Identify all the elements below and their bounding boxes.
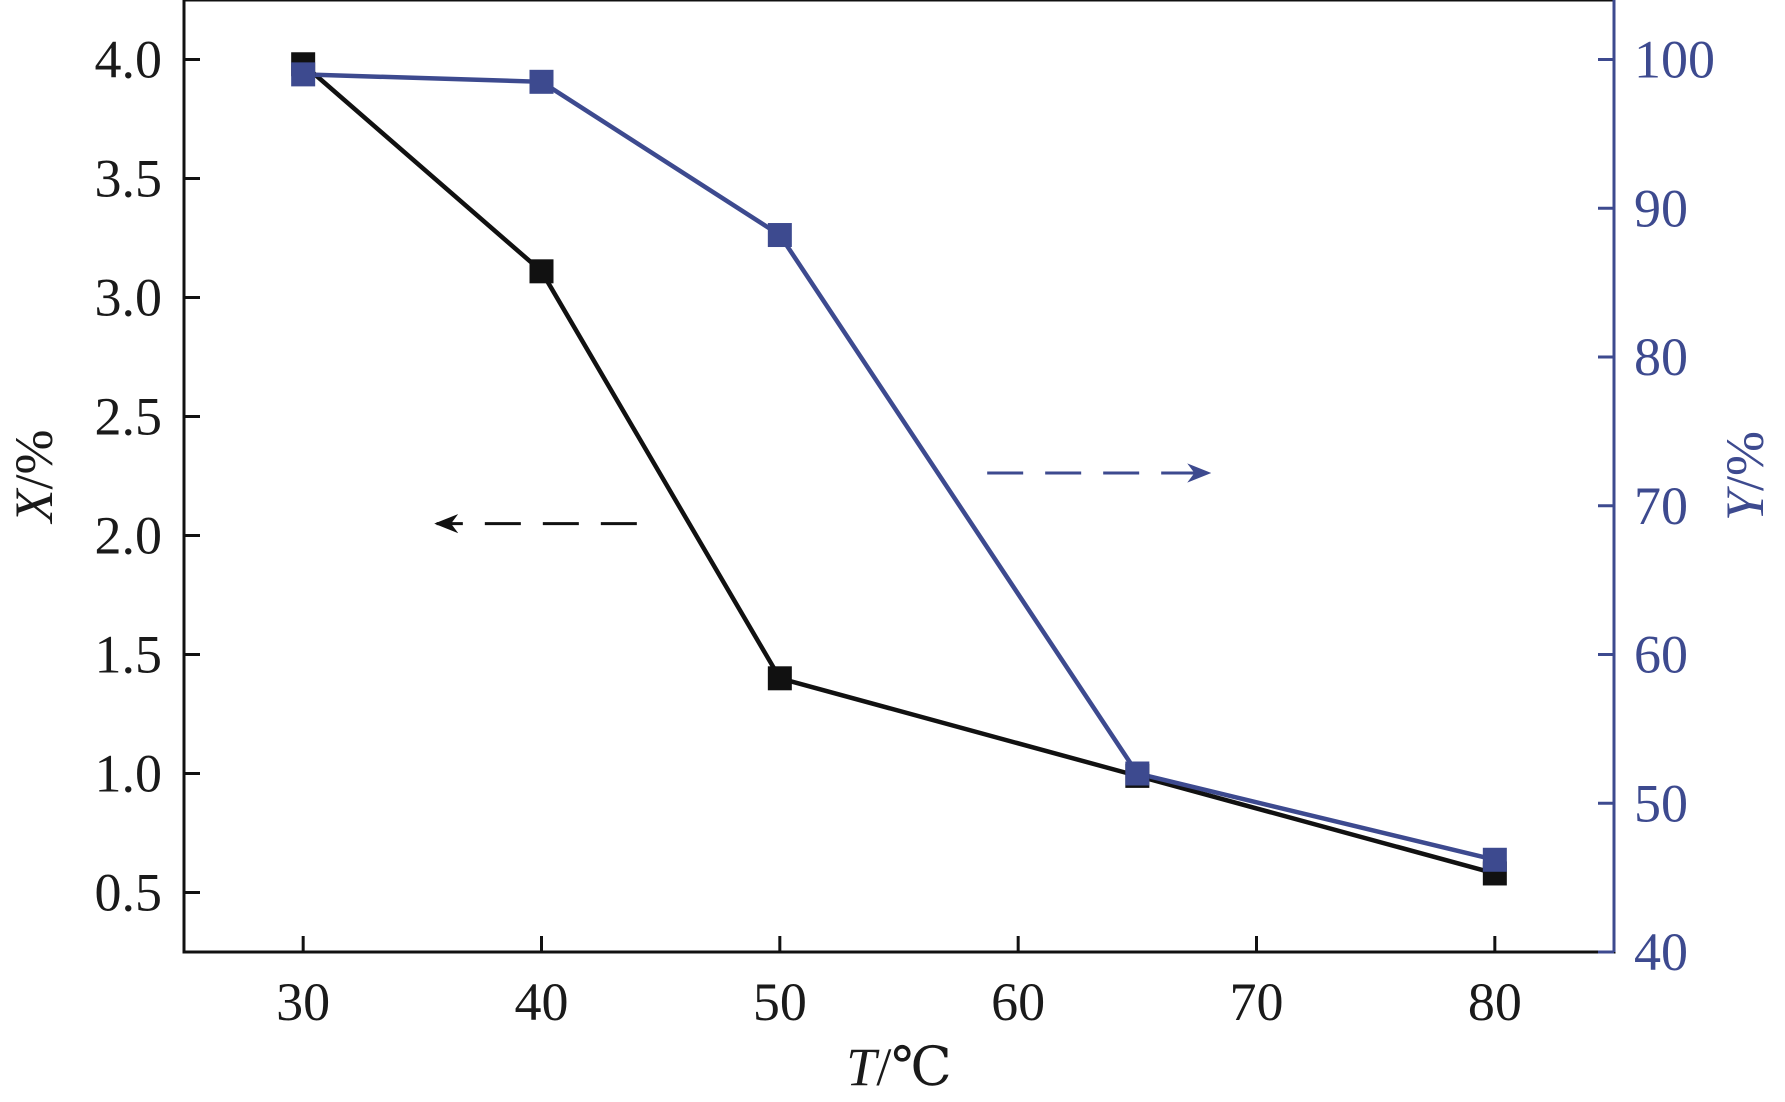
y-right-tick-label: 50 <box>1634 773 1688 833</box>
x-axis-title: T/℃ <box>846 1037 951 1097</box>
y-left-tick-label: 1.0 <box>95 744 163 804</box>
data-point-right <box>529 69 554 94</box>
x-tick-label: 30 <box>276 972 330 1032</box>
y-left-tick-label: 3.0 <box>95 268 163 328</box>
data-point-right <box>291 62 316 87</box>
data-point-left <box>767 666 792 691</box>
x-tick-label: 60 <box>991 972 1045 1032</box>
series-line-right <box>303 72 1496 862</box>
y-right-tick-label: 90 <box>1634 178 1688 238</box>
series-line-left <box>301 62 1496 876</box>
y-right-tick-label: 100 <box>1634 30 1715 90</box>
x-tick-label: 50 <box>753 972 807 1032</box>
y-right-tick-label: 70 <box>1634 476 1688 536</box>
y-left-axis-title: X/% <box>4 430 64 525</box>
y-left-tick-label: 2.0 <box>95 506 163 566</box>
y-left-tick-label: 3.5 <box>95 149 163 209</box>
y-left-tick-label: 1.5 <box>95 625 163 685</box>
y-left-tick-label: 0.5 <box>95 863 163 923</box>
data-point-right <box>767 223 792 248</box>
plot-frame <box>182 0 1616 954</box>
data-point-right <box>1482 847 1507 872</box>
y-left-tick-label: 2.5 <box>95 387 163 447</box>
x-tick-label: 40 <box>515 972 569 1032</box>
y-right-tick-label: 40 <box>1634 922 1688 982</box>
x-tick-label: 80 <box>1468 972 1522 1032</box>
y-right-axis-title: Y/% <box>1715 431 1775 521</box>
data-point-left <box>529 259 554 284</box>
x-tick-label: 70 <box>1230 972 1284 1032</box>
y-right-tick-label: 80 <box>1634 327 1688 387</box>
y-left-tick-label: 4.0 <box>95 30 163 90</box>
y-right-tick-label: 60 <box>1634 625 1688 685</box>
data-point-right <box>1125 761 1150 786</box>
